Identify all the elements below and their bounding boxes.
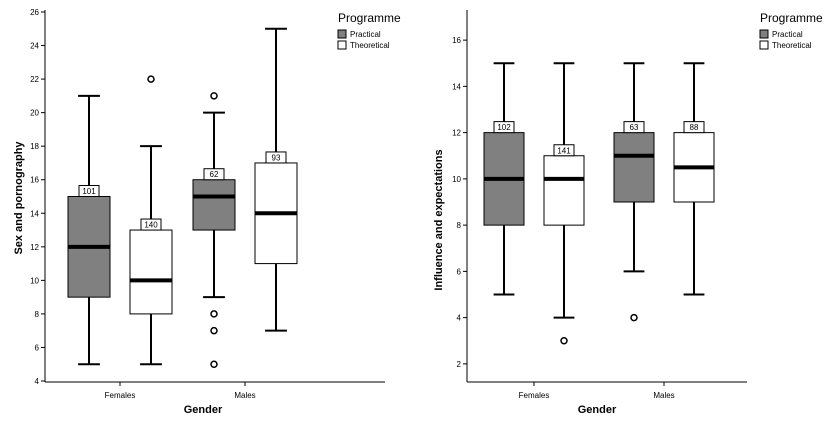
outlier-point [210, 310, 218, 318]
y-tick-label: 14 [30, 209, 39, 218]
y-tick-label: 12 [452, 129, 461, 138]
n-label: 102 [497, 123, 511, 132]
box-males-theoretical: 93 [254, 27, 298, 332]
y-tick-label: 12 [30, 243, 39, 252]
n-label-box [203, 168, 225, 181]
y-tick-label: 20 [30, 109, 39, 118]
n-label-box [265, 151, 287, 164]
legend-swatch [337, 29, 347, 39]
legend-label: Theoretical [350, 41, 390, 50]
chart-panel-2: 2 4 6 8 10 12 14 16 Females Males Gender Influence … [433, 10, 823, 416]
iqr-box [192, 179, 236, 231]
outlier-point [210, 92, 218, 100]
n-label: 62 [210, 170, 219, 179]
outlier-point [210, 326, 218, 335]
x-tick-label: Females [105, 391, 136, 400]
n-label-box [683, 121, 705, 134]
y-tick-label: 6 [35, 343, 40, 352]
y-tick-label: 2 [457, 360, 462, 369]
x-tick-label: Males [653, 391, 674, 400]
box-females-practical: 102 [483, 62, 525, 296]
n-label: 140 [144, 221, 158, 230]
n-label: 88 [690, 123, 699, 132]
chart-panel-1: 4 6 8 10 12 14 16 18 20 22 24 26 Females Males Gender S… [13, 8, 401, 416]
y-tick-label: 4 [35, 377, 40, 386]
y-tick-label: 6 [457, 267, 462, 276]
y-tick-label: 8 [457, 221, 462, 230]
iqr-box [543, 155, 585, 226]
box-males-practical: 62 [192, 92, 236, 368]
n-label-box [493, 121, 515, 134]
n-label: 93 [272, 153, 281, 162]
n-label: 141 [557, 146, 571, 155]
outlier-point [147, 75, 155, 83]
legend-swatch [759, 40, 769, 50]
y-tick-label: 22 [30, 75, 39, 84]
outlier-point [210, 360, 218, 368]
legend-title: Programme [338, 11, 401, 25]
legend-label: Theoretical [772, 41, 812, 50]
box-males-practical: 63 [613, 62, 655, 322]
n-label: 101 [82, 187, 96, 196]
x-tick-label: Females [519, 391, 550, 400]
y-tick-label: 24 [30, 42, 39, 51]
y-tick-label: 4 [457, 314, 462, 323]
x-axis-title: Gender [578, 404, 617, 416]
x-axis-title: Gender [184, 404, 223, 416]
box-females-practical: 101 [67, 94, 111, 366]
box-females-theoretical: 140 [129, 75, 173, 366]
y-tick-label: 8 [35, 310, 40, 319]
y-tick-label: 26 [30, 8, 39, 17]
n-label-box [553, 144, 575, 157]
n-label: 63 [630, 123, 639, 132]
y-tick-label: 18 [30, 142, 39, 151]
legend-swatch [337, 40, 347, 50]
legend-label: Practical [350, 30, 381, 39]
outlier-point [630, 313, 638, 322]
y-tick-label: 10 [30, 276, 39, 285]
y-tick-label: 16 [30, 176, 39, 185]
legend-swatch [759, 29, 769, 39]
y-tick-label: 14 [452, 82, 461, 91]
x-tick-label: Males [234, 391, 255, 400]
iqr-box [129, 229, 173, 315]
n-label-box [623, 121, 645, 134]
legend: Programme Practical Theoretical [759, 11, 823, 50]
legend-label: Practical [772, 30, 803, 39]
y-axis-title: Influence and expectations [433, 149, 445, 290]
box-females-theoretical: 141 [543, 62, 585, 345]
y-axis-title: Sex and pornography [13, 141, 25, 255]
y-tick-label: 10 [452, 175, 461, 184]
legend-title: Programme [760, 11, 823, 25]
n-label-box [78, 185, 100, 197]
n-label-box [140, 218, 162, 231]
y-tick-label: 16 [452, 36, 461, 45]
iqr-box [613, 132, 655, 203]
legend: Programme Practical Theoretical [337, 11, 401, 50]
outlier-point [560, 337, 568, 345]
box-males-theoretical: 88 [673, 62, 715, 296]
